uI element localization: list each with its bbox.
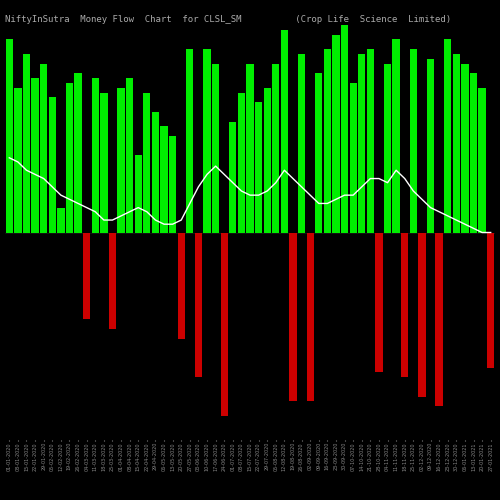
- Bar: [436, 232, 443, 406]
- Bar: [298, 54, 305, 233]
- Bar: [48, 98, 56, 232]
- Bar: [272, 64, 280, 232]
- Bar: [83, 232, 90, 320]
- Bar: [341, 25, 348, 233]
- Bar: [401, 232, 408, 378]
- Bar: [118, 88, 124, 233]
- Bar: [66, 83, 73, 233]
- Bar: [74, 74, 82, 233]
- Bar: [109, 232, 116, 329]
- Bar: [229, 122, 236, 232]
- Bar: [418, 232, 426, 396]
- Bar: [315, 74, 322, 233]
- Bar: [427, 59, 434, 233]
- Bar: [255, 102, 262, 232]
- Bar: [478, 88, 486, 233]
- Bar: [126, 78, 134, 233]
- Bar: [100, 92, 108, 232]
- Bar: [392, 40, 400, 232]
- Bar: [92, 78, 99, 233]
- Bar: [376, 232, 382, 372]
- Bar: [6, 40, 13, 232]
- Bar: [324, 49, 331, 232]
- Bar: [444, 40, 452, 232]
- Bar: [280, 30, 288, 232]
- Bar: [186, 49, 194, 232]
- Bar: [332, 34, 340, 232]
- Bar: [134, 156, 142, 232]
- Bar: [470, 74, 477, 233]
- Bar: [462, 64, 468, 232]
- Bar: [23, 54, 30, 233]
- Bar: [40, 64, 48, 232]
- Bar: [160, 126, 168, 232]
- Bar: [220, 232, 228, 416]
- Bar: [264, 88, 271, 233]
- Bar: [14, 88, 22, 233]
- Bar: [452, 54, 460, 233]
- Bar: [195, 232, 202, 378]
- Bar: [152, 112, 159, 232]
- Bar: [204, 49, 210, 232]
- Bar: [143, 92, 150, 232]
- Bar: [358, 54, 366, 233]
- Bar: [238, 92, 245, 232]
- Text: NiftyInSutra  Money Flow  Chart  for CLSL_SM          (Crop Life  Science  Limit: NiftyInSutra Money Flow Chart for CLSL_S…: [5, 15, 451, 24]
- Bar: [410, 49, 417, 232]
- Bar: [350, 83, 357, 233]
- Bar: [32, 78, 38, 233]
- Bar: [306, 232, 314, 402]
- Bar: [212, 64, 220, 232]
- Bar: [169, 136, 176, 232]
- Bar: [178, 232, 185, 338]
- Bar: [57, 208, 64, 233]
- Bar: [246, 64, 254, 232]
- Bar: [487, 232, 494, 368]
- Bar: [366, 49, 374, 232]
- Bar: [384, 64, 391, 232]
- Bar: [290, 232, 296, 402]
